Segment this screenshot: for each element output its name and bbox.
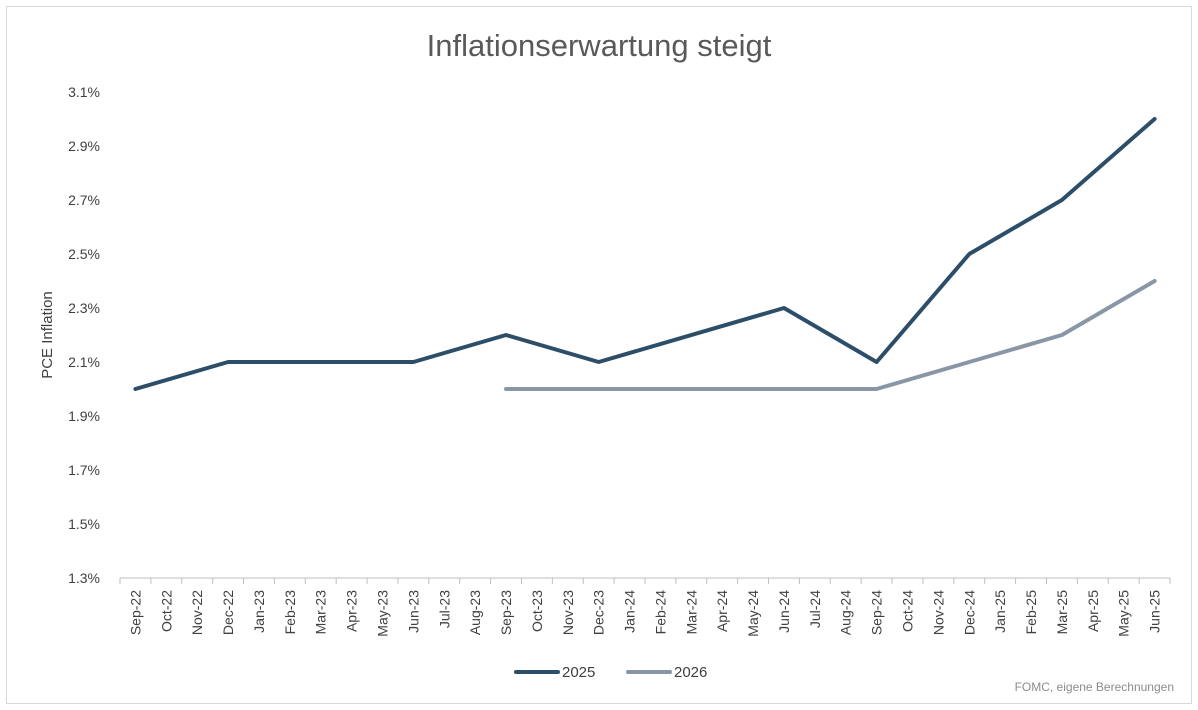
x-tick-label: Apr-24: [714, 590, 730, 632]
x-tick-label: Jan-25: [992, 590, 1008, 633]
y-tick-label: 2.1%: [68, 354, 100, 370]
x-tick-label: Jul-24: [807, 590, 823, 628]
series-line-2026: [504, 279, 1157, 391]
x-tick-label: Jun-25: [1147, 590, 1163, 633]
y-tick-label: 1.3%: [68, 570, 100, 586]
chart-title: Inflationserwartung steigt: [426, 28, 772, 63]
y-tick-label: 2.3%: [68, 300, 100, 316]
x-tick-label: Aug-23: [467, 590, 483, 635]
x-tick-label: Jul-23: [436, 590, 452, 628]
y-tick-label: 1.9%: [68, 408, 100, 424]
y-tick-label: 2.7%: [68, 192, 100, 208]
x-tick-label: Dec-24: [961, 590, 977, 635]
y-axis-label: PCE Inflation: [39, 291, 56, 379]
x-tick-label: Sep-24: [869, 590, 885, 635]
y-tick-label: 2.9%: [68, 138, 100, 154]
x-tick-label: May-24: [745, 590, 761, 637]
x-tick-label: Feb-24: [652, 590, 668, 635]
x-tick-label: Jan-23: [251, 590, 267, 633]
x-tick-label: Sep-22: [127, 590, 143, 635]
x-tick-label: Aug-24: [838, 590, 854, 635]
x-tick-label: Feb-23: [282, 590, 298, 635]
x-tick-label: Oct-22: [158, 590, 174, 632]
x-tick-label: May-23: [375, 590, 391, 637]
legend-label-2026: 2026: [674, 664, 707, 681]
x-tick-label: Oct-24: [900, 590, 916, 632]
x-tick-label: Oct-23: [529, 590, 545, 632]
x-tick-label: May-25: [1116, 590, 1132, 637]
x-tick-label: Sep-23: [498, 590, 514, 635]
x-tick-label: Jun-23: [405, 590, 421, 633]
x-tick-label: Mar-24: [683, 590, 699, 635]
source-note: FOMC, eigene Berechnungen: [1014, 680, 1174, 694]
x-tick-label: Nov-22: [189, 590, 205, 635]
y-tick-label: 2.5%: [68, 246, 100, 262]
x-tick-label: Nov-24: [930, 590, 946, 635]
x-tick-label: Jun-24: [776, 590, 792, 633]
y-tick-label: 1.7%: [68, 462, 100, 478]
y-tick-label: 3.1%: [68, 84, 100, 100]
series-line-2025: [133, 117, 1157, 391]
y-tick-label: 1.5%: [68, 516, 100, 532]
x-tick-label: Mar-23: [313, 590, 329, 635]
x-tick-label: Dec-22: [220, 590, 236, 635]
x-tick-label: Nov-23: [560, 590, 576, 635]
legend-label-2025: 2025: [562, 664, 595, 681]
x-tick-label: Jan-24: [622, 590, 638, 633]
x-tick-label: Dec-23: [591, 590, 607, 635]
x-tick-label: Apr-23: [344, 590, 360, 632]
x-tick-label: Apr-25: [1085, 590, 1101, 632]
x-tick-label: Feb-25: [1023, 590, 1039, 635]
x-tick-label: Mar-25: [1054, 590, 1070, 635]
